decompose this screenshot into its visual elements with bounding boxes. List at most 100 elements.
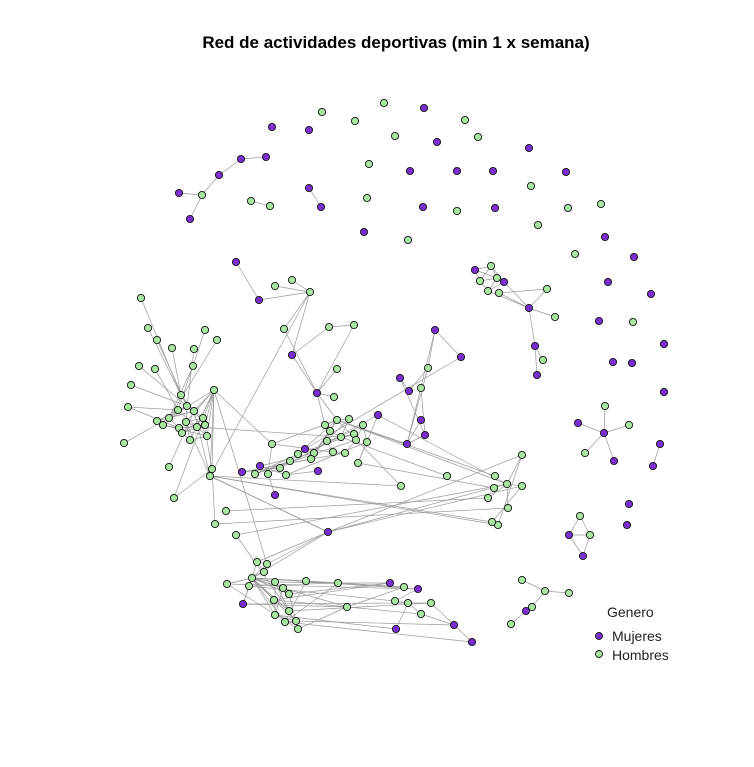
network-edge xyxy=(147,327,182,396)
node-hombre xyxy=(390,596,400,606)
node-hombre xyxy=(252,557,262,567)
network-edge xyxy=(568,534,584,557)
network-edge xyxy=(214,507,509,525)
network-edge xyxy=(577,422,605,434)
legend: Genero Mujeres Hombres xyxy=(595,604,669,663)
node-hombre xyxy=(628,317,638,327)
network-edge xyxy=(327,454,523,533)
network-edge xyxy=(316,392,326,426)
network-edge xyxy=(201,174,220,196)
node-hombre xyxy=(494,288,504,298)
node-hombre xyxy=(267,439,277,449)
node-hombre xyxy=(358,420,368,430)
network-edge xyxy=(497,454,523,526)
node-hombre xyxy=(158,420,168,430)
network-edge xyxy=(420,387,426,436)
network-edge xyxy=(218,158,242,176)
network-edge xyxy=(138,365,188,407)
node-hombre xyxy=(564,588,574,598)
node-mujer xyxy=(499,277,509,287)
node-hombre xyxy=(293,624,303,634)
network-edge xyxy=(274,285,311,293)
node-hombre xyxy=(533,220,543,230)
network-edge xyxy=(528,307,536,347)
node-mujer xyxy=(185,214,195,224)
node-hombre xyxy=(332,415,342,425)
network-edge xyxy=(395,602,409,630)
node-hombre xyxy=(506,619,516,629)
node-mujer xyxy=(402,439,412,449)
node-hombre xyxy=(487,517,497,527)
node-hombre xyxy=(340,448,350,458)
node-hombre xyxy=(526,181,536,191)
network-edge xyxy=(240,156,267,160)
node-mujer xyxy=(236,154,246,164)
node-hombre xyxy=(353,458,363,468)
node-hombre xyxy=(278,583,288,593)
node-hombre xyxy=(399,582,409,592)
network-edge xyxy=(173,389,215,499)
node-mujer xyxy=(395,373,405,383)
network-edge xyxy=(241,467,281,473)
node-hombre xyxy=(152,335,162,345)
node-hombre xyxy=(324,322,334,332)
node-hombre xyxy=(287,275,297,285)
network-edge xyxy=(226,577,253,585)
network-edge xyxy=(225,497,489,512)
node-mujer xyxy=(316,202,326,212)
network-edge xyxy=(377,414,508,485)
node-hombre xyxy=(202,431,212,441)
network-edge xyxy=(336,419,402,487)
network-edge xyxy=(127,406,179,411)
node-hombre xyxy=(306,454,316,464)
node-mujer xyxy=(300,444,310,454)
node-hombre xyxy=(580,448,590,458)
network-edge xyxy=(336,419,496,477)
network-edge xyxy=(336,419,508,485)
node-mujer xyxy=(608,357,618,367)
node-mujer xyxy=(648,461,658,471)
network-edge xyxy=(528,307,556,318)
nodes-layer xyxy=(119,98,669,647)
network-edge xyxy=(242,603,348,608)
node-mujer xyxy=(655,439,665,449)
node-hombre xyxy=(231,530,241,540)
network-edge xyxy=(168,339,218,419)
node-hombre xyxy=(325,426,335,436)
network-edge xyxy=(498,292,530,309)
node-hombre xyxy=(250,469,260,479)
node-hombre xyxy=(305,287,315,297)
node-hombre xyxy=(210,519,220,529)
node-mujer xyxy=(627,358,637,368)
network-edge xyxy=(235,483,508,536)
network-edge xyxy=(235,261,260,301)
network-edge xyxy=(282,587,348,608)
network-edge xyxy=(283,328,318,394)
network-edge xyxy=(206,389,215,437)
node-mujer xyxy=(413,584,423,594)
network-edge xyxy=(251,577,290,612)
network-edge xyxy=(603,405,606,434)
network-edge xyxy=(304,356,462,450)
node-hombre xyxy=(189,406,199,416)
node-hombre xyxy=(123,402,133,412)
node-hombre xyxy=(189,344,199,354)
node-hombre xyxy=(492,273,502,283)
network-edge xyxy=(259,465,287,476)
network-edge xyxy=(285,470,319,476)
node-hombre xyxy=(364,159,374,169)
node-hombre xyxy=(212,335,222,345)
node-hombre xyxy=(362,437,372,447)
network-edge xyxy=(162,405,188,426)
node-hombre xyxy=(291,616,301,626)
node-hombre xyxy=(570,249,580,259)
network-edge xyxy=(284,582,339,623)
node-mujer xyxy=(530,341,540,351)
network-edge xyxy=(503,281,530,309)
node-hombre xyxy=(198,413,208,423)
legend-label-hombres: Hombres xyxy=(612,647,669,663)
node-hombre xyxy=(390,131,400,141)
node-hombre xyxy=(426,598,436,608)
node-hombre xyxy=(247,573,257,583)
node-hombre xyxy=(246,196,256,206)
